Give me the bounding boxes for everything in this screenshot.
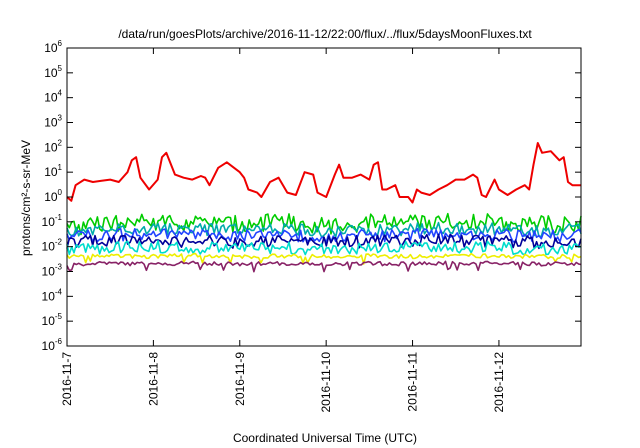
y-tick-label: 10-1 xyxy=(42,213,63,229)
y-tick-label: 10-5 xyxy=(42,312,63,328)
y-tick-label: 10-6 xyxy=(42,337,63,353)
y-tick-label: 106 xyxy=(44,39,62,55)
series-line xyxy=(66,233,582,250)
y-axis: 10-6 10-5 10-4 10-3 10-2 10-1 100 101 102 103 104 1… xyxy=(42,39,581,353)
y-tick-label: 102 xyxy=(44,138,62,154)
y-tick-label: 101 xyxy=(44,163,62,179)
series-line xyxy=(66,212,582,236)
x-tick-label: 2016-11-12 xyxy=(492,352,506,413)
x-tick-label: 2016-11-9 xyxy=(233,352,247,406)
y-tick-label: 100 xyxy=(44,188,62,204)
series-line xyxy=(66,142,581,204)
series-line xyxy=(66,252,582,265)
series-layer xyxy=(66,142,582,273)
x-tick-label: 2016-11-8 xyxy=(146,352,160,406)
y-tick-label: 105 xyxy=(44,64,62,80)
y-axis-label: protons/cm²-s-sr-MeV xyxy=(19,140,33,256)
x-axis-label: Coordinated Universal Time (UTC) xyxy=(233,431,417,445)
y-tick-label: 10-2 xyxy=(42,238,63,254)
y-tick-label: 104 xyxy=(44,89,62,105)
x-axis: 2016-11-7 2016-11-8 2016-11-9 2016-11-10 201… xyxy=(60,48,506,413)
series-line xyxy=(66,260,582,273)
x-tick-label: 2016-11-10 xyxy=(319,352,333,413)
x-tick-label: 2016-11-11 xyxy=(406,352,420,412)
chart-title: /data/run/goesPlots/archive/2016-11-12/2… xyxy=(118,27,532,41)
x-tick-label: 2016-11-7 xyxy=(60,352,74,406)
y-tick-label: 103 xyxy=(44,114,62,130)
series-line xyxy=(66,240,582,256)
y-tick-label: 10-4 xyxy=(42,287,63,303)
y-tick-label: 10-3 xyxy=(42,263,63,279)
